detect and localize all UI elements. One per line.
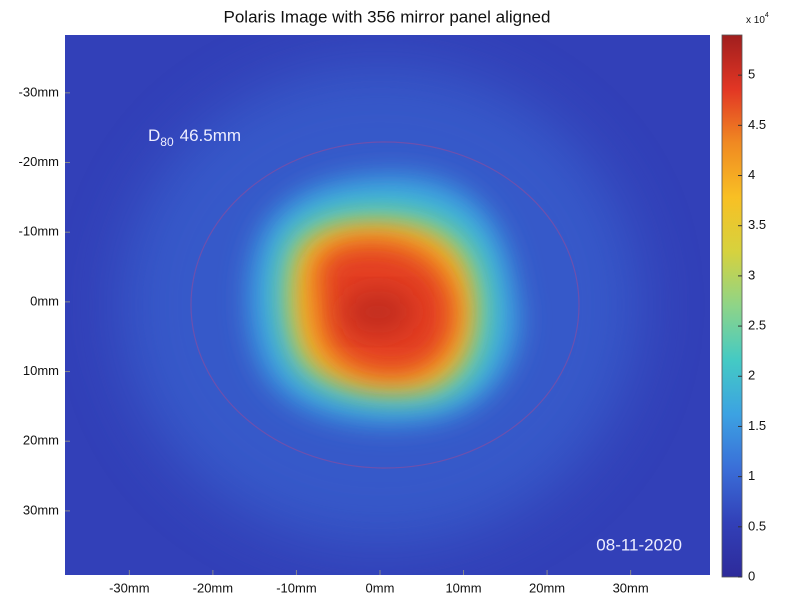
x-tick-label: 0mm [366, 580, 395, 595]
x-tick-label: 10mm [445, 580, 481, 595]
y-tick-label: 0mm [30, 293, 59, 308]
multiplier: x 10 [746, 15, 765, 26]
date-label: 08-11-2020 [596, 535, 682, 554]
x-tick-label: 20mm [529, 580, 565, 595]
colorbar-tick-label: 2.5 [748, 318, 766, 333]
heatmap [65, 35, 710, 575]
colorbar-tick-label: 4.5 [748, 117, 766, 132]
y-tick-label: 30mm [23, 502, 59, 517]
exponent: 4 [765, 12, 769, 19]
y-tick-label: 10mm [23, 363, 59, 378]
core [343, 290, 413, 334]
colorbar-multiplier: x 104 [746, 12, 769, 26]
y-tick-label: -10mm [19, 224, 59, 239]
annotation-text: 46.5mm [180, 126, 241, 145]
colorbar-tick-label: 4 [748, 167, 755, 182]
y-tick-label: -20mm [19, 154, 59, 169]
colorbar-tick-label: 0 [748, 568, 755, 583]
x-tick-label: -20mm [193, 580, 233, 595]
colorbar-tick-label: 3.5 [748, 217, 766, 232]
annotation-symbol: D [148, 126, 160, 145]
colorbar-tick-label: 0.5 [748, 518, 766, 533]
x-tick-label: 30mm [613, 580, 649, 595]
colorbar-tick-label: 1.5 [748, 418, 766, 433]
colorbar-tick-label: 2 [748, 368, 755, 383]
annotation-subscript: 80 [160, 135, 174, 149]
chart-title: Polaris Image with 356 mirror panel alig… [224, 7, 551, 26]
colorbar-tick-label: 5 [748, 67, 755, 82]
x-tick-label: -30mm [109, 580, 149, 595]
chart: Polaris Image with 356 mirror panel alig… [0, 0, 795, 600]
y-tick-label: -30mm [19, 84, 59, 99]
colorbar-tick-label: 1 [748, 468, 755, 483]
colorbar [722, 35, 742, 577]
y-tick-label: 20mm [23, 433, 59, 448]
colorbar-tick-label: 3 [748, 267, 755, 282]
x-tick-label: -10mm [276, 580, 316, 595]
